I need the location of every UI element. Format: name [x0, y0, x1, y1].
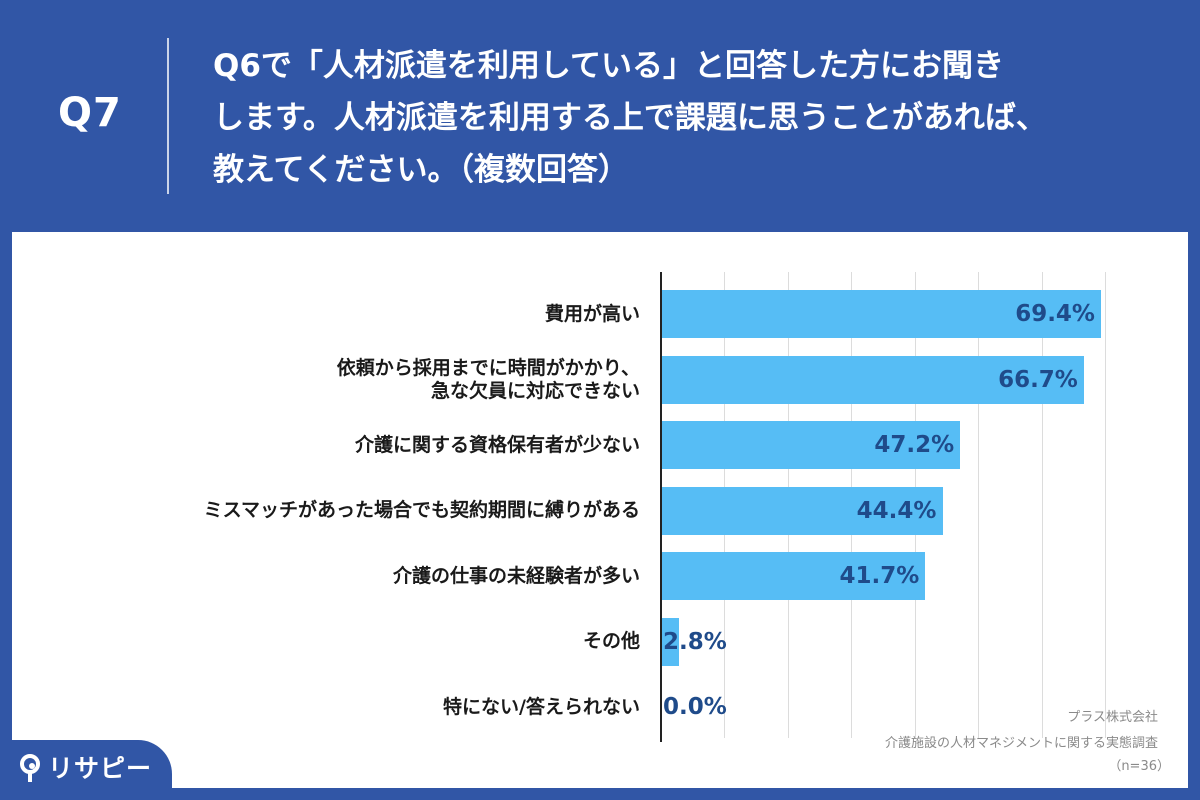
bar-value-label: 69.4%	[1015, 301, 1095, 327]
bar-value-label: 2.8%	[663, 628, 727, 655]
bar	[661, 421, 961, 469]
bar-value-label: 66.7%	[998, 366, 1078, 393]
bar	[661, 355, 1085, 404]
bar-value-label: 41.7%	[839, 563, 920, 589]
question-number: Q7	[58, 90, 122, 136]
map-pin-icon	[20, 754, 40, 774]
source-company: プラス株式会社	[1067, 710, 1158, 725]
category-label: 特にない/答えられない	[443, 695, 640, 718]
bar	[661, 290, 1102, 338]
map-pin-tail	[28, 772, 32, 782]
category-label: 依頼から採用までに時間がかかり、 急な欠員に対応できない	[336, 356, 640, 402]
bar	[661, 552, 926, 600]
header-divider	[167, 38, 169, 194]
category-label: ミスマッチがあった場合でも契約期間に縛りがある	[203, 499, 640, 521]
bar	[661, 617, 679, 666]
gridline	[978, 272, 980, 738]
gridline	[1041, 272, 1043, 738]
brand-logo-text: リサピー	[48, 754, 153, 783]
source-survey: 介護施設の人材マネジメントに関する実態調査	[884, 736, 1158, 751]
bar-value-label: 44.4%	[856, 497, 937, 524]
source-sample: （n=36）	[1108, 759, 1170, 774]
category-label: 介護の仕事の未経験者が多い	[392, 564, 640, 587]
y-axis-line	[660, 272, 662, 742]
category-label: 介護に関する資格保有者が少ない	[354, 433, 640, 456]
category-label: その他	[582, 630, 640, 652]
bar-value-label: 0.0%	[663, 694, 727, 720]
bar-value-label: 47.2%	[874, 432, 955, 458]
bar	[661, 486, 943, 535]
question-header: Q7 Q6で「人材派遣を利用している」と回答した方にお聞き します。人材派遣を利…	[0, 0, 1200, 230]
question-text: Q6で「人材派遣を利用している」と回答した方にお聞き します。人材派遣を利用する…	[213, 48, 1047, 188]
category-label: 費用が高い	[544, 302, 640, 325]
gridline	[1105, 272, 1106, 738]
